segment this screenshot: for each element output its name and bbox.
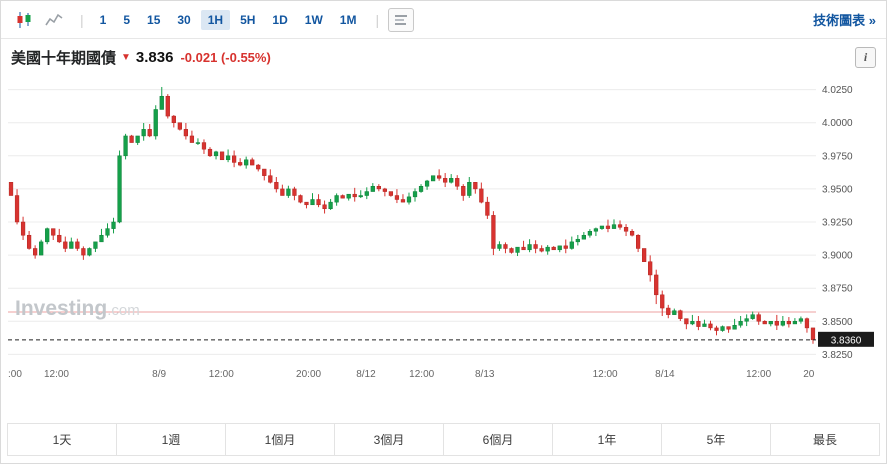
svg-text:12:00: 12:00 <box>409 369 434 380</box>
svg-text:8/13: 8/13 <box>475 369 495 380</box>
interval-button-1d[interactable]: 1D <box>272 12 288 27</box>
svg-text::00: :00 <box>8 369 22 380</box>
price-change: -0.021 (-0.55%) <box>180 49 271 65</box>
svg-text:12:00: 12:00 <box>593 369 618 380</box>
range-button-max[interactable]: 最長 <box>770 424 879 455</box>
range-button-5y[interactable]: 5年 <box>661 424 770 455</box>
interval-button-30[interactable]: 30 <box>177 12 191 27</box>
range-button-6mo[interactable]: 6個月 <box>443 424 552 455</box>
range-button-1y[interactable]: 1年 <box>552 424 661 455</box>
svg-text:3.8500: 3.8500 <box>822 317 853 328</box>
price-chart-area[interactable]: 4.0250 4.0000 3.9750 3.9500 3.9250 3.9000 3.87… <box>1 75 886 393</box>
range-button-3mo[interactable]: 3個月 <box>334 424 443 455</box>
svg-text:3.9250: 3.9250 <box>822 218 853 229</box>
indicators-icon[interactable] <box>388 7 415 32</box>
last-price: 3.836 <box>135 48 174 66</box>
svg-text:3.8750: 3.8750 <box>822 284 853 295</box>
toolbar-separator: | <box>80 11 84 28</box>
technical-chart-link[interactable]: 技術圖表 » <box>813 13 876 28</box>
svg-text:3.9500: 3.9500 <box>822 184 853 195</box>
svg-text:8/12: 8/12 <box>356 369 376 380</box>
svg-text:4.0000: 4.0000 <box>822 118 853 129</box>
range-bar: 1天 1週 1個月 3個月 6個月 1年 5年 最長 <box>7 423 880 456</box>
svg-text:4.0250: 4.0250 <box>822 85 853 96</box>
svg-text:8/9: 8/9 <box>152 369 166 380</box>
svg-text:3.9750: 3.9750 <box>822 151 853 162</box>
line-chart-icon[interactable] <box>41 8 67 32</box>
svg-text:3.8360: 3.8360 <box>831 335 862 346</box>
interval-button-5[interactable]: 5 <box>123 12 131 27</box>
interval-button-5h[interactable]: 5H <box>240 12 256 27</box>
toolbar-separator: | <box>375 11 380 28</box>
instrument-name: 美國十年期國債 <box>11 49 117 67</box>
interval-button-1h[interactable]: 1H <box>200 9 231 30</box>
svg-text:12:00: 12:00 <box>209 369 234 380</box>
interval-button-1w[interactable]: 1W <box>304 12 323 27</box>
svg-text:3.9000: 3.9000 <box>822 251 853 262</box>
range-button-1w[interactable]: 1週 <box>116 424 225 455</box>
interval-button-15[interactable]: 15 <box>147 12 161 27</box>
svg-text:20:00: 20:00 <box>296 369 321 380</box>
interval-button-1m[interactable]: 1M <box>339 12 357 27</box>
svg-text:3.8250: 3.8250 <box>822 350 853 361</box>
svg-text:12:00: 12:00 <box>44 369 69 380</box>
svg-text:20: 20 <box>803 369 815 380</box>
interval-button-1[interactable]: 1 <box>99 12 107 27</box>
quote-row: 美國十年期國債 ▼ 3.836 -0.021 (-0.55%) i <box>1 39 886 75</box>
price-down-arrow-icon: ▼ <box>121 51 131 63</box>
info-icon[interactable]: i <box>855 46 876 68</box>
range-button-1d[interactable]: 1天 <box>52 433 72 447</box>
range-button-1mo[interactable]: 1個月 <box>225 424 334 455</box>
candlestick-chart-canvas[interactable]: 4.0250 4.0000 3.9750 3.9500 3.9250 3.9000 3.87… <box>6 75 879 387</box>
svg-text:8/14: 8/14 <box>655 369 675 380</box>
toolbar: | 1 5 15 30 1H 5H 1D 1W 1M | 技術圖表 » <box>1 1 886 39</box>
svg-text:12:00: 12:00 <box>746 369 771 380</box>
candlestick-chart-icon[interactable] <box>11 8 37 32</box>
